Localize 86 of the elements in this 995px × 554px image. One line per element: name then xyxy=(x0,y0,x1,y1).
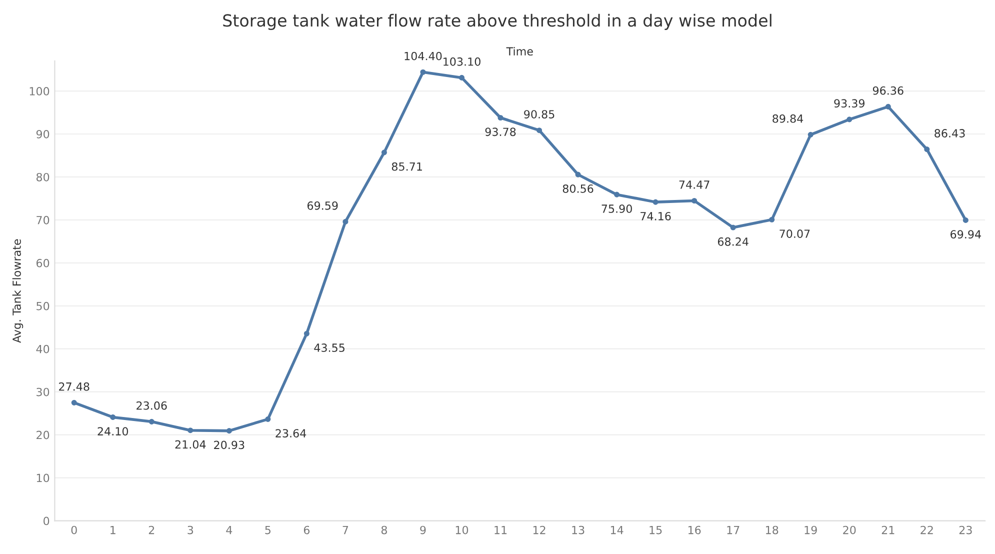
x-tick-label: 8 xyxy=(381,526,387,534)
point xyxy=(420,69,426,75)
data-label: 43.55 xyxy=(314,344,344,352)
x-tick-label: 15 xyxy=(650,526,662,534)
x-tick-label: 2 xyxy=(148,526,154,534)
data-label: 74.16 xyxy=(640,212,671,220)
x-tick-label: 20 xyxy=(843,526,856,534)
data-label: 93.39 xyxy=(834,99,864,108)
point xyxy=(304,330,310,336)
data-label: 89.84 xyxy=(772,114,804,123)
y-tick-label: 90 xyxy=(36,130,50,138)
x-tick-label: 4 xyxy=(226,526,232,534)
data-label: 20.93 xyxy=(214,440,244,450)
data-label: 90.85 xyxy=(524,110,554,118)
x-tick-label: 3 xyxy=(188,526,194,534)
point xyxy=(808,132,814,138)
x-tick-label: 10 xyxy=(456,526,468,534)
x-tick-label: 23 xyxy=(959,526,972,534)
x-tick-label: 21 xyxy=(882,526,894,534)
y-tick-label: 60 xyxy=(36,258,50,268)
point xyxy=(769,216,775,222)
data-label: 104.40 xyxy=(404,52,442,60)
point xyxy=(148,418,154,424)
y-tick-label: 0 xyxy=(44,516,50,526)
y-axis-title: Avg. Tank Flowrate xyxy=(12,239,24,343)
point xyxy=(265,416,271,422)
x-tick-label: 22 xyxy=(920,526,933,534)
x-tick-label: 18 xyxy=(766,526,778,534)
data-label: 69.59 xyxy=(307,201,338,210)
point xyxy=(458,74,465,80)
y-tick-label: 70 xyxy=(36,216,50,224)
x-tick-label: 1 xyxy=(110,526,116,534)
x-tick-label: 7 xyxy=(342,526,348,534)
x-tick-label: 14 xyxy=(610,526,624,534)
y-tick-label: 80 xyxy=(36,172,50,182)
point xyxy=(962,217,968,223)
point xyxy=(614,192,620,198)
point xyxy=(730,224,736,230)
point xyxy=(692,198,698,204)
point xyxy=(188,428,194,434)
data-label: 27.48 xyxy=(59,382,90,391)
chart-title: Storage tank water flow rate above threshold in a day wise model xyxy=(223,14,772,30)
point xyxy=(71,400,77,406)
point xyxy=(924,146,930,152)
x-axis-title: Time xyxy=(506,46,533,56)
data-label: 24.10 xyxy=(98,427,128,436)
x-tick-label: 0 xyxy=(71,526,77,534)
data-label: 21.04 xyxy=(175,440,206,449)
point xyxy=(885,104,891,110)
data-label: 103.10 xyxy=(444,57,480,66)
data-label: 80.56 xyxy=(562,184,594,193)
x-tick-label: 9 xyxy=(420,526,426,534)
x-tick-label: 19 xyxy=(804,526,817,534)
y-tick-label: 30 xyxy=(36,388,50,396)
y-tick-label: 20 xyxy=(36,430,50,440)
point xyxy=(342,218,348,224)
data-label: 85.71 xyxy=(392,162,422,171)
point xyxy=(652,199,658,205)
x-tick-label: 11 xyxy=(494,526,507,534)
data-label: 74.47 xyxy=(679,180,710,189)
point xyxy=(846,116,852,122)
point xyxy=(536,128,542,134)
x-tick-label: 13 xyxy=(572,526,584,534)
data-label: 23.06 xyxy=(136,401,167,410)
point xyxy=(110,414,116,420)
data-label: 75.90 xyxy=(602,204,632,213)
y-tick-label: 10 xyxy=(36,474,50,482)
data-label: 96.36 xyxy=(872,86,904,95)
y-tick-label: 40 xyxy=(36,344,50,354)
data-label: 93.78 xyxy=(485,128,516,136)
x-tick-label: 6 xyxy=(304,526,310,534)
x-tick-label: 5 xyxy=(265,526,270,534)
y-tick-label: 50 xyxy=(36,302,50,310)
data-label: 69.94 xyxy=(950,230,981,239)
data-label: 23.64 xyxy=(276,429,306,438)
data-label: 70.07 xyxy=(780,230,810,238)
x-tick-label: 17 xyxy=(727,526,740,534)
point xyxy=(226,428,232,434)
point xyxy=(575,172,581,178)
x-tick-label: 12 xyxy=(533,526,546,534)
y-tick-label: 100 xyxy=(30,86,50,96)
point xyxy=(498,114,504,121)
data-label: 68.24 xyxy=(718,237,748,246)
x-tick-label: 16 xyxy=(688,526,701,534)
data-label: 86.43 xyxy=(934,129,965,138)
point xyxy=(381,150,387,156)
